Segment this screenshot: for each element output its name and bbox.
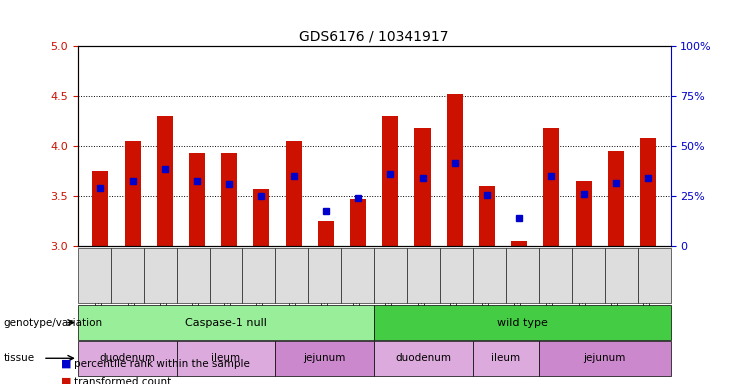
Text: ileum: ileum	[211, 353, 241, 363]
Text: duodenum: duodenum	[99, 353, 155, 363]
Bar	[479, 186, 495, 246]
Text: ileum: ileum	[491, 353, 520, 363]
Bar	[608, 151, 624, 246]
Title: GDS6176 / 10341917: GDS6176 / 10341917	[299, 30, 449, 43]
Text: wild type: wild type	[497, 318, 548, 328]
Bar	[543, 128, 559, 246]
Text: jejunum: jejunum	[304, 353, 346, 363]
Text: genotype/variation: genotype/variation	[4, 318, 103, 328]
Bar	[382, 116, 399, 246]
Bar	[318, 221, 334, 246]
Text: Caspase-1 null: Caspase-1 null	[185, 318, 267, 328]
Bar	[253, 189, 270, 246]
Text: jejunum: jejunum	[584, 353, 626, 363]
Bar	[221, 153, 237, 246]
Bar	[640, 138, 656, 246]
Bar	[447, 94, 463, 246]
Bar	[414, 128, 431, 246]
Text: tissue: tissue	[4, 353, 35, 363]
Text: duodenum: duodenum	[396, 353, 451, 363]
Bar	[93, 171, 108, 246]
Bar	[576, 181, 591, 246]
Bar	[350, 199, 366, 246]
Text: transformed count: transformed count	[74, 377, 171, 384]
Text: percentile rank within the sample: percentile rank within the sample	[74, 359, 250, 369]
Bar	[157, 116, 173, 246]
Text: ■: ■	[62, 359, 72, 369]
Bar	[285, 141, 302, 246]
Bar	[511, 241, 528, 246]
Text: ■: ■	[62, 377, 72, 384]
Bar	[189, 153, 205, 246]
Bar	[124, 141, 141, 246]
